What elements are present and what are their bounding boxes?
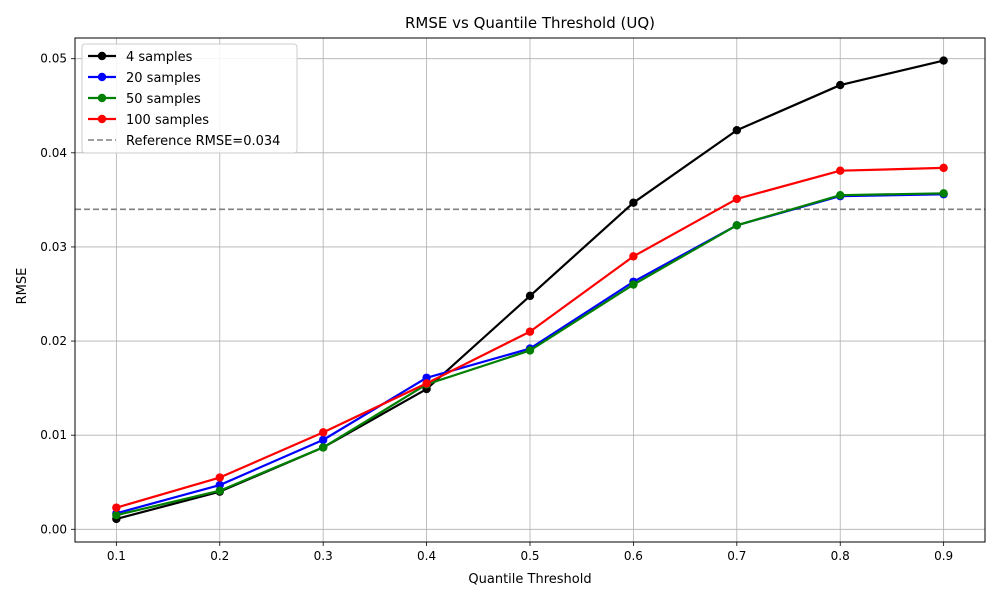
legend-label: 4 samples bbox=[126, 50, 193, 65]
x-tick-label: 0.7 bbox=[727, 549, 746, 563]
legend-label: 100 samples bbox=[126, 113, 209, 128]
series-50-samples bbox=[112, 189, 948, 520]
legend-marker bbox=[97, 114, 107, 124]
y-tick-label: 0.02 bbox=[40, 334, 67, 348]
legend-label: Reference RMSE=0.034 bbox=[126, 134, 280, 149]
data-point bbox=[732, 126, 742, 135]
legend-marker bbox=[97, 72, 107, 82]
x-tick-label: 0.6 bbox=[624, 549, 643, 563]
data-point bbox=[215, 486, 224, 495]
data-point bbox=[112, 503, 121, 512]
data-point bbox=[629, 198, 638, 207]
legend: 4 samples 20 samples 50 samples 100 samples… bbox=[81, 43, 298, 154]
legend-label: 50 samples bbox=[126, 92, 201, 107]
data-point bbox=[836, 166, 845, 175]
data-point bbox=[939, 163, 948, 173]
legend-label: 20 samples bbox=[126, 71, 201, 86]
data-point bbox=[525, 291, 535, 301]
x-tick-label: 0.4 bbox=[417, 549, 436, 563]
grid bbox=[75, 38, 985, 542]
data-point bbox=[318, 435, 328, 445]
x-tick-label: 0.1 bbox=[107, 549, 126, 563]
data-point bbox=[836, 80, 845, 90]
data-point bbox=[939, 189, 948, 198]
legend-box bbox=[81, 43, 298, 154]
y-axis-title: RMSE bbox=[15, 268, 30, 305]
chart-title: RMSE vs Quantile Threshold (UQ) bbox=[405, 14, 655, 32]
x-axis-title: Quantile Threshold bbox=[468, 572, 591, 587]
x-tick-label: 0.5 bbox=[520, 549, 539, 563]
y-tick-label: 0.01 bbox=[40, 428, 67, 442]
data-point bbox=[629, 252, 638, 261]
data-point bbox=[939, 56, 948, 65]
x-tick-label: 0.2 bbox=[210, 549, 229, 563]
legend-marker bbox=[97, 51, 107, 61]
data-point bbox=[836, 190, 845, 200]
x-tick-label: 0.3 bbox=[314, 549, 333, 563]
data-point bbox=[629, 280, 638, 289]
x-tick-label: 0.9 bbox=[934, 549, 953, 563]
data-point bbox=[525, 327, 535, 336]
data-point bbox=[318, 443, 328, 452]
y-tick-label: 0.05 bbox=[40, 52, 67, 66]
series-100-samples bbox=[112, 163, 948, 512]
data-point bbox=[422, 379, 431, 388]
y-tick-label: 0.00 bbox=[40, 522, 67, 536]
series-layer bbox=[112, 56, 948, 524]
data-point bbox=[732, 221, 742, 230]
y-tick-label: 0.03 bbox=[40, 240, 67, 254]
data-point bbox=[215, 473, 224, 482]
data-point bbox=[112, 510, 121, 520]
data-point bbox=[732, 194, 742, 204]
y-axis-ticks: 0.00 0.01 0.02 0.03 0.04 0.05 bbox=[40, 52, 75, 536]
x-axis-ticks: 0.1 0.2 0.3 0.4 0.5 0.6 0.7 0.8 0.9 bbox=[107, 542, 953, 563]
data-point bbox=[525, 346, 535, 355]
legend-marker bbox=[97, 93, 107, 103]
data-point bbox=[318, 428, 328, 437]
y-tick-label: 0.04 bbox=[40, 146, 67, 160]
x-tick-label: 0.8 bbox=[831, 549, 850, 563]
